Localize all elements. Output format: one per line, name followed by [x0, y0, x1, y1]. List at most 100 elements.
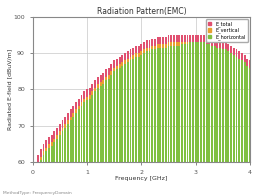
Bar	[111, 75, 112, 162]
Bar	[108, 68, 110, 75]
Bar	[135, 57, 137, 162]
Bar	[130, 57, 131, 60]
Bar	[100, 82, 102, 86]
Bar	[211, 46, 213, 162]
Bar	[195, 42, 197, 162]
Bar	[233, 48, 235, 55]
Bar	[67, 113, 69, 120]
Bar	[119, 57, 120, 64]
Bar	[244, 62, 246, 162]
Bar	[241, 60, 243, 162]
Bar	[189, 42, 191, 162]
Bar	[168, 42, 169, 46]
Bar	[203, 35, 205, 42]
Bar	[162, 37, 164, 44]
Bar	[165, 37, 167, 44]
Bar	[211, 39, 213, 46]
Bar	[73, 106, 74, 113]
Bar	[105, 69, 107, 77]
Bar	[53, 142, 55, 162]
Bar	[81, 106, 82, 162]
Bar	[146, 51, 148, 162]
Bar	[184, 44, 186, 162]
Bar	[151, 39, 153, 46]
Bar	[178, 46, 180, 162]
Bar	[200, 42, 202, 162]
Bar	[140, 55, 142, 162]
Bar	[197, 42, 199, 162]
Bar	[40, 157, 42, 160]
Bar	[116, 66, 118, 69]
Bar	[257, 62, 259, 69]
Bar	[127, 51, 129, 59]
Bar	[70, 117, 71, 120]
Bar	[53, 131, 55, 139]
Bar	[159, 37, 161, 44]
Bar	[86, 97, 88, 100]
Bar	[227, 51, 229, 162]
Bar	[227, 44, 229, 51]
Bar	[83, 102, 85, 162]
Bar	[64, 124, 66, 128]
Bar	[192, 35, 194, 42]
Bar	[132, 48, 134, 55]
X-axis label: Frequency [GHz]: Frequency [GHz]	[115, 176, 168, 181]
Bar	[42, 155, 45, 162]
Bar	[67, 124, 69, 162]
Bar	[146, 40, 148, 48]
Bar	[97, 84, 99, 88]
Bar	[165, 48, 167, 162]
Bar	[197, 35, 199, 42]
Bar	[62, 120, 63, 128]
Bar	[127, 59, 129, 62]
Bar	[143, 53, 145, 162]
Bar	[130, 60, 131, 162]
Bar	[176, 35, 178, 42]
Bar	[162, 44, 164, 48]
Bar	[56, 128, 58, 135]
Bar	[241, 53, 243, 60]
Bar	[89, 95, 91, 99]
Bar	[53, 139, 55, 142]
Bar	[59, 135, 61, 162]
Bar	[170, 35, 172, 42]
Bar	[119, 68, 120, 162]
Bar	[75, 102, 77, 109]
Bar	[116, 69, 118, 162]
Bar	[255, 71, 256, 162]
Bar	[257, 69, 259, 162]
Bar	[208, 44, 210, 162]
Bar	[97, 88, 99, 162]
Bar	[195, 35, 197, 42]
Bar	[225, 42, 227, 49]
Bar	[181, 44, 183, 162]
Bar	[81, 95, 82, 102]
Bar	[64, 128, 66, 162]
Bar	[252, 62, 254, 69]
Bar	[51, 135, 53, 142]
Bar	[140, 51, 142, 55]
Bar	[148, 48, 150, 51]
Bar	[186, 44, 189, 162]
Bar	[89, 99, 91, 162]
Bar	[235, 57, 238, 162]
Bar	[140, 44, 142, 51]
Bar	[132, 59, 134, 162]
Bar	[51, 146, 53, 162]
Bar	[176, 46, 178, 162]
Bar	[157, 37, 159, 44]
Bar	[170, 46, 172, 162]
Bar	[89, 88, 91, 95]
Bar	[219, 40, 221, 48]
Bar	[97, 77, 99, 84]
Bar	[244, 55, 246, 62]
Bar	[186, 35, 189, 42]
Bar	[51, 142, 53, 146]
Bar	[138, 57, 140, 162]
Bar	[184, 35, 186, 42]
Bar	[189, 35, 191, 42]
Bar	[170, 42, 172, 46]
Bar	[113, 60, 115, 68]
Bar	[70, 109, 71, 117]
Bar	[184, 42, 186, 44]
